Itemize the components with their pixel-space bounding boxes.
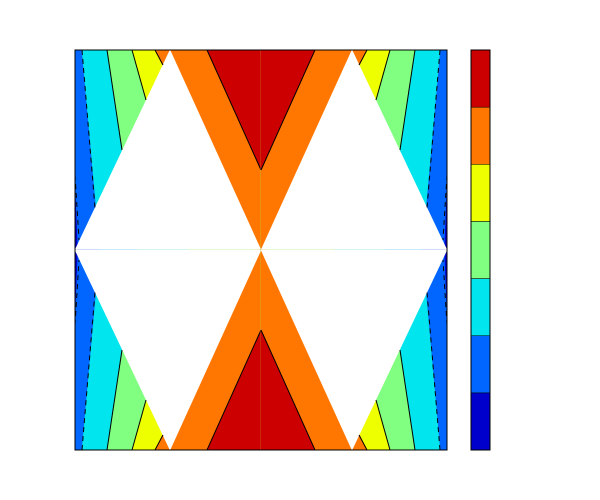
contour-quadrant-copy xyxy=(260,50,447,251)
colorbar-band xyxy=(470,335,491,394)
colorbar xyxy=(470,49,491,451)
colorbar-band xyxy=(470,221,491,279)
colorbar-frame xyxy=(470,49,491,451)
colorbar-band xyxy=(470,49,491,108)
axes-frame xyxy=(74,49,448,451)
contour-quadrant-copy xyxy=(75,249,262,450)
colorbar-band xyxy=(470,278,491,336)
colorbar-band xyxy=(470,392,491,451)
plot-area xyxy=(75,50,447,450)
contour-quadrant-copy xyxy=(75,50,262,251)
colorbar-band xyxy=(470,164,491,222)
colorbar-band xyxy=(470,106,491,165)
contour-quadrant-copy xyxy=(260,249,447,450)
